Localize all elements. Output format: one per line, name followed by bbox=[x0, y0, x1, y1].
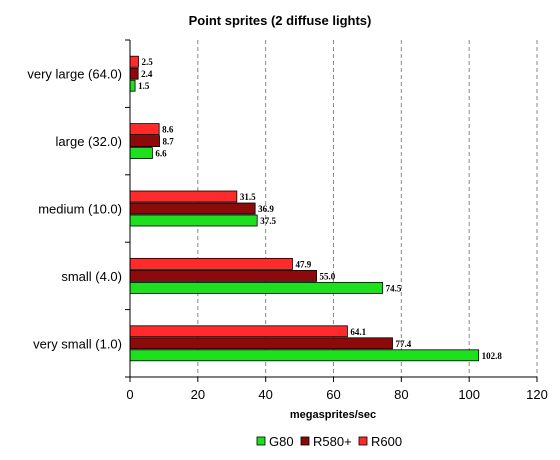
data-label-g80-large-32-0: 6.6 bbox=[155, 149, 167, 159]
bar-r580-large-32-0 bbox=[129, 135, 160, 148]
category-label-medium-10-0: medium (10.0) bbox=[38, 202, 122, 217]
x-tick-label-20: 20 bbox=[191, 387, 205, 402]
x-tick-label-80: 80 bbox=[394, 387, 408, 402]
gridlines bbox=[197, 40, 538, 377]
bar-r600-very-small-1-0 bbox=[129, 325, 348, 338]
legend-swatch-r580 bbox=[300, 436, 310, 446]
bar-r580-very-small-1-0 bbox=[129, 337, 393, 350]
x-tick-labels: 0 20 40 60 80 100 120 bbox=[126, 377, 548, 402]
bars: 2.5 2.4 1.5 8.6 8.7 6.6 31.536.9 37.5 47.9 55.0 74… bbox=[129, 55, 503, 362]
data-label-g80-small-4-0: 74.5 bbox=[386, 283, 402, 293]
data-label-r600-very-large-64-0: 2.5 bbox=[141, 57, 153, 67]
x-tick-label-40: 40 bbox=[258, 387, 272, 402]
x-tick-label-0: 0 bbox=[126, 387, 133, 402]
data-label-g80-very-small-1-0: 102.8 bbox=[482, 351, 503, 361]
data-label-g80-medium-10-0: 37.5 bbox=[260, 216, 276, 226]
data-label-r600-large-32-0: 8.6 bbox=[162, 125, 174, 135]
x-tick-label-120: 120 bbox=[526, 387, 548, 402]
legend: G80 R580+ R600 bbox=[256, 434, 402, 449]
bar-g80-medium-10-0 bbox=[129, 214, 258, 227]
category-label-large-32-0: large (32.0) bbox=[56, 134, 122, 149]
data-label-r580-very-large-64-0: 2.4 bbox=[141, 69, 153, 79]
bar-r580-medium-10-0 bbox=[129, 202, 256, 215]
legend-label-g80: G80 bbox=[269, 434, 294, 449]
bar-g80-small-4-0 bbox=[129, 281, 384, 294]
bar-r600-very-large-64-0 bbox=[129, 55, 139, 68]
bar-r600-large-32-0 bbox=[129, 123, 160, 135]
data-label-r580-very-small-1-0: 77.4 bbox=[396, 339, 412, 349]
category-label-small-4-0: small (4.0) bbox=[61, 269, 122, 284]
data-label-r580-medium-10-0: 36.9 bbox=[258, 204, 274, 214]
bar-r580-small-4-0 bbox=[129, 269, 317, 282]
category-label-very-large-64-0: very large (64.0) bbox=[27, 67, 122, 82]
category-labels: very large (64.0) large (32.0) medium (10.… bbox=[27, 67, 122, 352]
chart-title: Point sprites (2 diffuse lights) bbox=[189, 13, 372, 28]
legend-swatch-r600 bbox=[358, 436, 368, 446]
bar-g80-very-small-1-0 bbox=[129, 349, 480, 362]
data-label-r600-small-4-0: 47.9 bbox=[295, 259, 311, 269]
bar-g80-large-32-0 bbox=[129, 147, 153, 160]
bar-g80-very-large-64-0 bbox=[129, 79, 136, 92]
x-tick-label-60: 60 bbox=[326, 387, 340, 402]
data-label-r580-large-32-0: 8.7 bbox=[163, 137, 175, 147]
legend-swatch-g80 bbox=[256, 436, 266, 446]
x-axis-label: megasprites/sec bbox=[290, 409, 376, 421]
data-label-g80-very-large-64-0: 1.5 bbox=[138, 81, 150, 91]
data-label-r600-very-small-1-0: 64.1 bbox=[350, 327, 366, 337]
bar-r600-medium-10-0 bbox=[129, 190, 238, 203]
legend-label-r600: R600 bbox=[371, 434, 402, 449]
legend-label-r580: R580+ bbox=[313, 434, 352, 449]
data-label-r580-small-4-0: 55.0 bbox=[320, 271, 336, 281]
bar-r580-very-large-64-0 bbox=[129, 67, 139, 80]
data-label-r600-medium-10-0: 31.5 bbox=[240, 192, 256, 202]
bar-r600-small-4-0 bbox=[129, 257, 293, 270]
category-label-very-small-1-0: very small (1.0) bbox=[33, 336, 122, 351]
x-tick-label-100: 100 bbox=[458, 387, 480, 402]
